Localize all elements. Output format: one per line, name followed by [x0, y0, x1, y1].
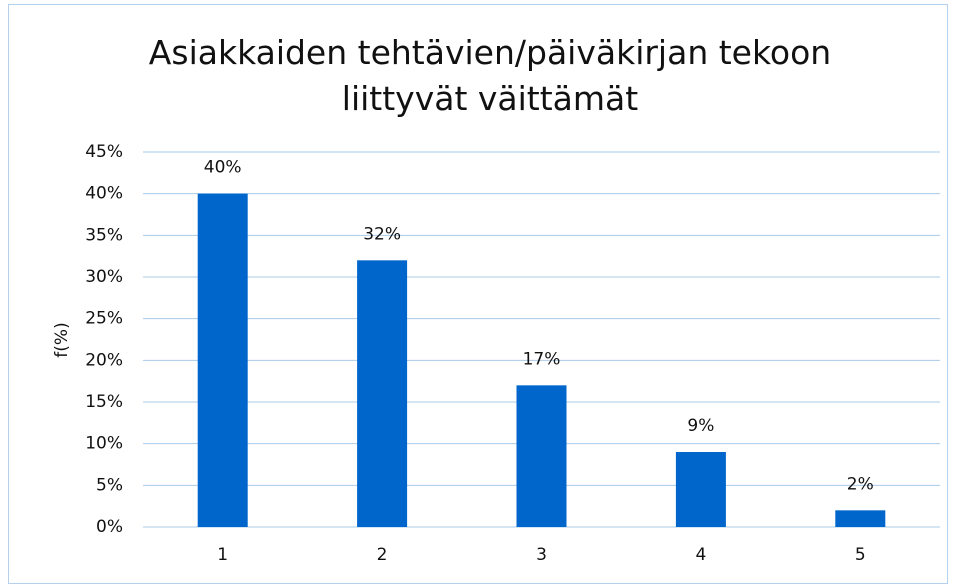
- y-tick-label: 5%: [96, 475, 123, 495]
- data-label: 32%: [363, 224, 401, 244]
- bar: [835, 510, 886, 527]
- bar: [675, 452, 726, 527]
- bar: [516, 385, 567, 527]
- x-tick-label: 1: [217, 545, 228, 565]
- chart-title: Asiakkaiden tehtävien/päiväkirjan tekoon…: [148, 33, 832, 118]
- x-tick-label: 2: [377, 545, 388, 565]
- y-tick-label: 10%: [85, 434, 123, 454]
- y-tick-label: 15%: [85, 392, 123, 412]
- x-tick-label: 3: [536, 545, 547, 565]
- y-tick-label: 30%: [85, 267, 123, 287]
- data-label: 2%: [847, 474, 874, 494]
- bar: [357, 260, 408, 527]
- y-axis-label: f(%): [52, 322, 72, 357]
- x-tick-label: 5: [855, 545, 866, 565]
- y-tick-label: 0%: [96, 517, 123, 537]
- data-label: 40%: [204, 158, 242, 178]
- y-tick-label: 40%: [85, 184, 123, 204]
- data-label: 17%: [523, 349, 561, 369]
- bar: [197, 193, 248, 527]
- y-tick-label: 45%: [85, 142, 123, 162]
- y-tick-label: 25%: [85, 309, 123, 329]
- x-tick-label: 4: [695, 545, 706, 565]
- data-label: 9%: [687, 416, 714, 436]
- y-tick-label: 35%: [85, 225, 123, 245]
- y-tick-label: 20%: [85, 350, 123, 370]
